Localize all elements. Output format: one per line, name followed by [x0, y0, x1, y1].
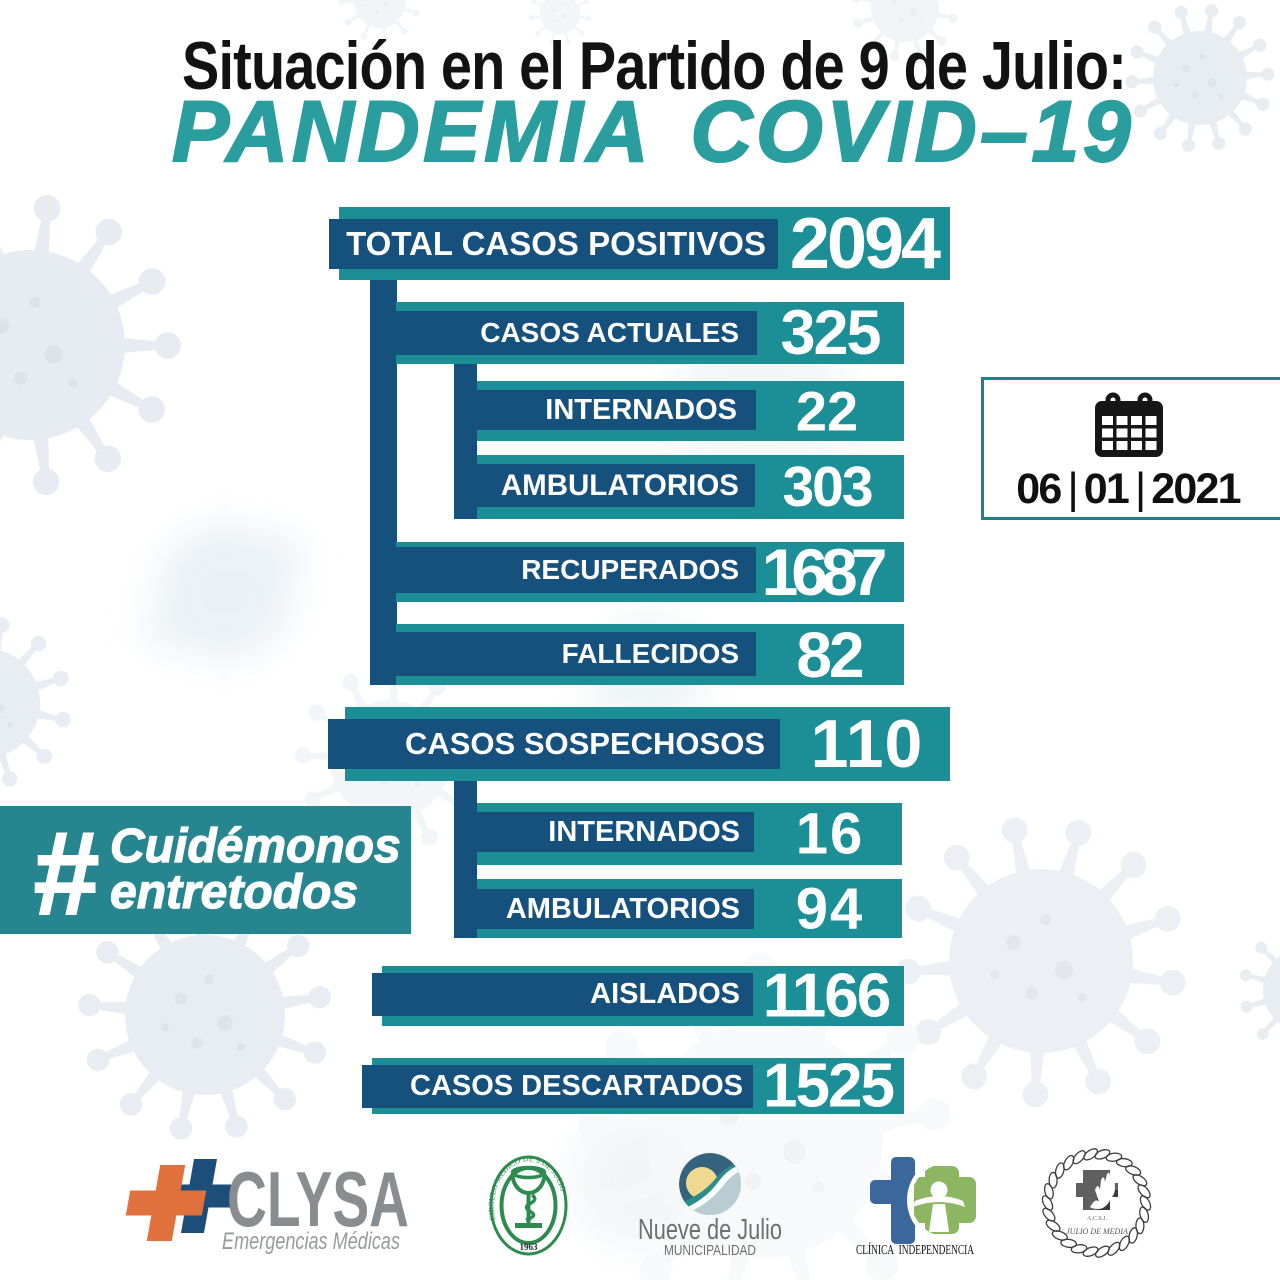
- svg-text:1963: 1963: [520, 1242, 539, 1252]
- svg-text:A.C.S.J.: A.C.S.J.: [1087, 1216, 1108, 1222]
- svg-text:CLYSA: CLYSA: [227, 1155, 409, 1243]
- svg-text:MUNICIPALIDAD: MUNICIPALIDAD: [664, 1243, 756, 1259]
- svg-text:CLÍNICA INDEPENDENCIA: CLÍNICA INDEPENDENCIA: [856, 1242, 974, 1257]
- svg-text:Emergencias Médicas: Emergencias Médicas: [222, 1228, 400, 1255]
- svg-text:JULIO DE MEDIA: JULIO DE MEDIA: [1066, 1227, 1128, 1236]
- svg-text:Nueve de Julio: Nueve de Julio: [638, 1214, 782, 1246]
